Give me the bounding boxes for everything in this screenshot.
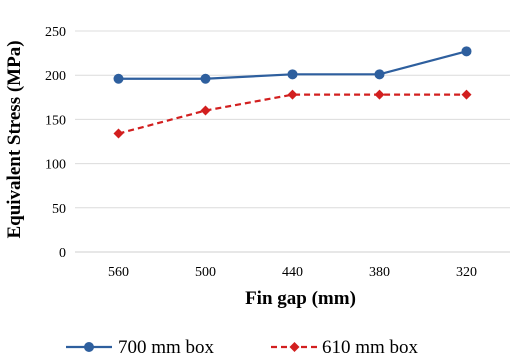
legend-item-1: 610 mm box (271, 337, 419, 358)
data-point (374, 69, 385, 80)
x-tick-label: 380 (369, 265, 390, 280)
x-tick-label: 320 (456, 265, 477, 280)
data-point (287, 69, 298, 80)
y-axis-label: Equivalent Stress (MPa) (4, 40, 25, 238)
x-axis-label: Fin gap (mm) (245, 288, 356, 309)
series-0 (113, 46, 472, 84)
data-point (200, 73, 211, 84)
legend-item-0: 700 mm box (66, 337, 215, 358)
data-point (113, 73, 124, 84)
series-lines (113, 46, 472, 139)
data-point (113, 128, 124, 139)
data-point (461, 46, 472, 57)
data-point (287, 89, 298, 100)
y-tick-label: 150 (45, 113, 66, 128)
axes: Equivalent Stress (MPa) Fin gap (mm) 0 50… (4, 25, 477, 309)
y-tick-label: 250 (45, 25, 66, 40)
y-tick-label: 200 (45, 69, 66, 84)
series-1 (113, 89, 472, 139)
y-tick-label: 0 (59, 246, 66, 261)
data-point (461, 89, 472, 100)
data-point (200, 105, 211, 116)
legend-label: 610 mm box (322, 337, 419, 358)
legend: 700 mm box 610 mm box (66, 337, 419, 358)
y-tick-label: 50 (52, 202, 66, 217)
gridlines (75, 30, 510, 253)
y-tick-label: 100 (45, 158, 66, 173)
series-line (118, 93, 467, 135)
x-tick-label: 560 (108, 265, 129, 280)
x-tick-label: 440 (282, 265, 303, 280)
data-point (374, 89, 385, 100)
x-tick-label: 500 (195, 265, 216, 280)
legend-label: 700 mm box (118, 337, 215, 358)
legend-marker (84, 342, 94, 352)
legend-marker (289, 342, 300, 352)
